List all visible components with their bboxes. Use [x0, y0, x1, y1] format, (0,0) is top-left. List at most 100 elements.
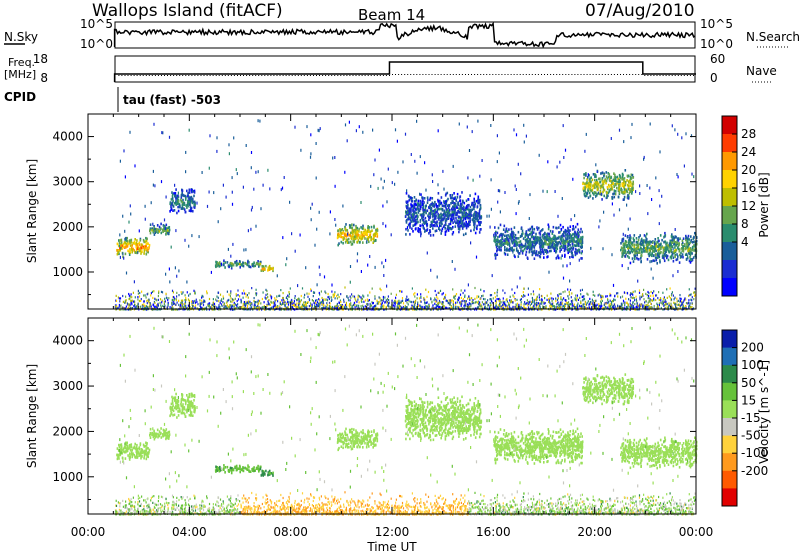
power-colorbar-swatch-5 — [722, 206, 737, 225]
velocity-scatter — [114, 323, 698, 516]
nave-dot — [212, 75, 214, 76]
nave-dot — [522, 74, 524, 75]
x-tick-label-0: 00:00 — [71, 525, 106, 539]
nave-dot — [157, 75, 159, 76]
nave-dot — [495, 74, 497, 75]
velocity-colorbar-label-3: 15 — [741, 393, 756, 407]
nave-dot — [364, 75, 366, 76]
nave-dot — [325, 75, 327, 76]
nave-dot — [331, 75, 333, 76]
nave-dot — [437, 74, 439, 75]
power-colorbar-label-4: 12 — [741, 199, 756, 213]
nave-dot — [492, 74, 494, 75]
nave-dot — [589, 74, 591, 75]
nave-dot — [580, 74, 582, 75]
nave-dot — [455, 74, 457, 75]
velocity-ytick-label-3: 4000 — [52, 334, 83, 348]
nave-dot — [340, 75, 342, 76]
nave-dot — [282, 75, 284, 76]
power-colorbar-swatch-1 — [722, 134, 737, 153]
nave-dot — [179, 75, 181, 76]
nave-dot — [413, 74, 415, 75]
nave-dot — [233, 75, 235, 76]
nave-dot — [571, 74, 573, 75]
nave-dot — [370, 75, 372, 76]
nave-dot — [574, 74, 576, 75]
nave-dot — [270, 75, 272, 76]
velocity-axes: 1000 2000 3000 4000 — [52, 318, 697, 514]
nave-dot — [531, 74, 533, 75]
power-cluster-8 — [582, 169, 635, 201]
nave-label: Nave — [746, 64, 777, 78]
power-cluster-3 — [214, 259, 262, 270]
power-cluster-2 — [169, 188, 196, 215]
nave-dot — [638, 74, 640, 75]
velocity-cluster-2 — [169, 392, 196, 419]
nave-dot — [188, 75, 190, 76]
nave-dot — [164, 75, 165, 76]
power-colorbar-label-0: 28 — [741, 127, 756, 141]
nave-dot — [617, 74, 618, 75]
velocity-ytick-label-1: 2000 — [52, 424, 83, 438]
velocity-colorbar-label-7: -200 — [741, 464, 768, 478]
nave-dot — [142, 75, 144, 76]
nave-dot — [507, 74, 509, 75]
nsearch-label: N.Search — [746, 30, 800, 44]
velocity-cluster-3 — [214, 464, 262, 475]
velocity-ylabel: Slant Range [km] — [25, 364, 39, 468]
power-axes: 1000 2000 3000 4000 — [52, 114, 697, 309]
power-ytick-label-1: 2000 — [52, 220, 83, 234]
nave-dot — [176, 75, 178, 76]
station-title: Wallops Island (fitACF) — [92, 1, 283, 21]
velocity-colorbar-swatch-2 — [722, 365, 737, 384]
power-cluster-9 — [620, 231, 698, 265]
power-colorbar-swatch-3 — [722, 170, 737, 189]
nave-dot — [300, 75, 302, 76]
nave-dot — [598, 74, 600, 75]
nave-dot — [474, 74, 476, 75]
nave-dot — [644, 75, 646, 76]
nave-dot — [534, 74, 536, 75]
velocity-colorbar-swatch-6 — [722, 435, 737, 454]
nave-dot — [528, 74, 530, 75]
velocity-colorbar-swatch-4 — [722, 400, 737, 419]
nave-dot — [446, 74, 448, 75]
nave-dot — [398, 74, 400, 75]
nave-dot — [458, 74, 460, 75]
nave-dot — [510, 74, 512, 75]
power-cluster-6 — [404, 191, 483, 237]
nave-dot — [610, 74, 612, 75]
freq-label: Freq. — [8, 56, 35, 69]
nave-dot — [498, 74, 500, 75]
nave-dot — [620, 74, 621, 75]
power-cluster-5 — [336, 223, 379, 247]
velocity-colorbar-swatch-8 — [722, 470, 737, 489]
nave-dot — [680, 75, 682, 76]
nave-dot — [392, 74, 393, 75]
velocity-colorbar-swatch-5 — [722, 418, 737, 437]
nave-dot — [185, 75, 187, 76]
nave-dot — [553, 74, 555, 75]
nave-dot — [404, 74, 406, 75]
velocity-colorbar-swatch-9 — [722, 488, 737, 507]
nave-dot — [209, 75, 211, 76]
nave-dot — [352, 75, 354, 76]
nsky-label: N.Sky — [4, 30, 38, 44]
velocity-sparse-echoes — [118, 323, 695, 494]
nave-dot — [118, 75, 120, 76]
nave-dot — [586, 74, 588, 75]
nave-dot — [246, 75, 248, 76]
freq-trace — [113, 61, 696, 82]
nave-dot — [604, 74, 606, 75]
nave-dot — [483, 74, 485, 75]
power-colorbar-label-1: 24 — [741, 145, 756, 159]
power-ylabel: Slant Range [km] — [25, 159, 39, 263]
nave-dot — [416, 74, 418, 75]
nave-dot — [161, 75, 162, 76]
power-colorbar-label-3: 16 — [741, 181, 756, 195]
nave-dot — [601, 74, 603, 75]
nave-dot — [337, 75, 339, 76]
nave-dot — [279, 75, 281, 76]
nave-dot — [662, 75, 664, 76]
power-scatter — [114, 119, 698, 311]
